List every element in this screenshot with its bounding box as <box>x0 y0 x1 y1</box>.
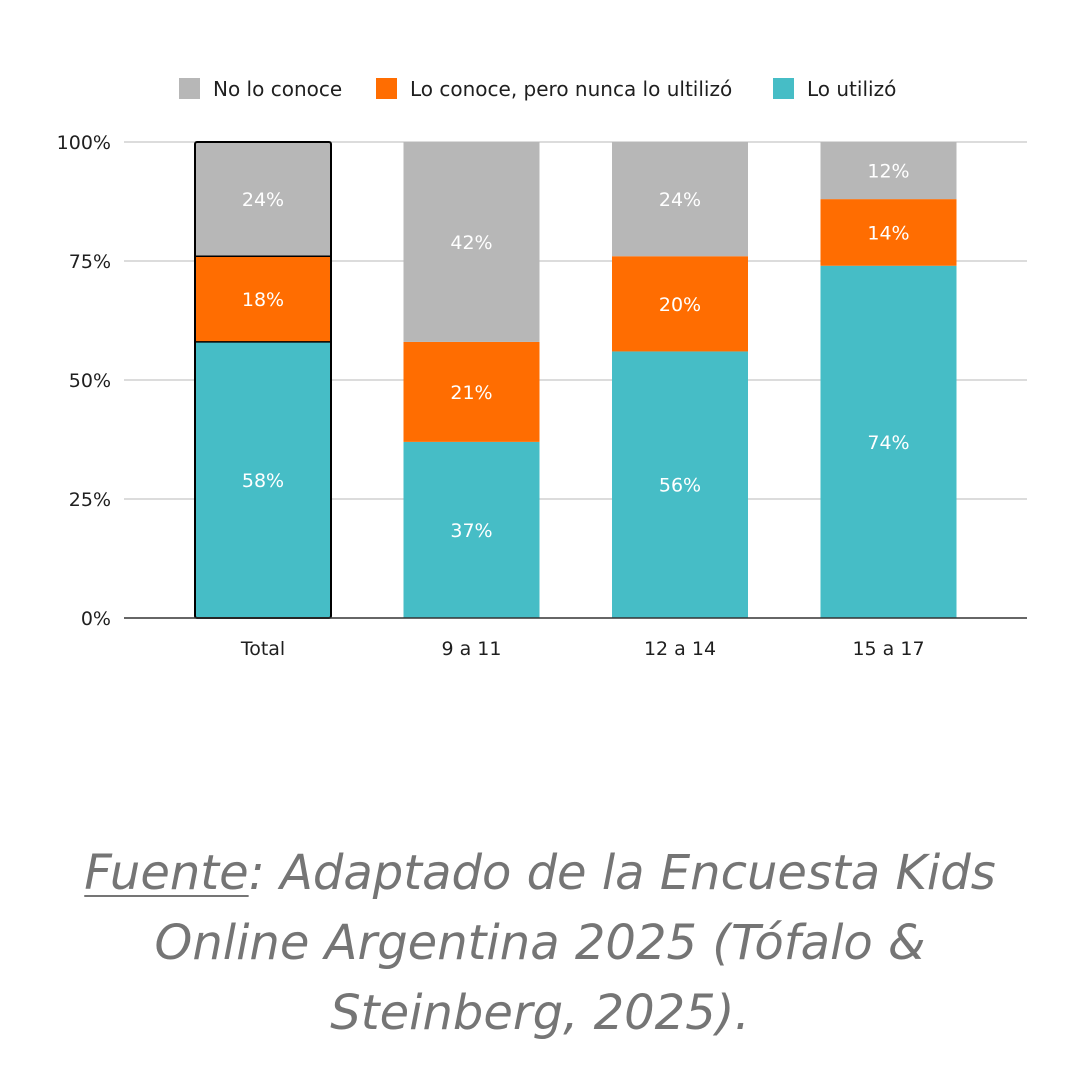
x-tick-label: Total <box>240 638 285 660</box>
source-caption: Fuente: Adaptado de la Encuesta Kids Onl… <box>60 838 1020 1048</box>
stacked-bar-chart: 58% 18% 24% 37% 21% 42% 56% 20% 24% 74% 14% 12% 0% 2… <box>57 77 1027 660</box>
source-label: Fuente <box>84 845 249 901</box>
legend-item-no-lo-conoce: No lo conoce <box>179 77 342 101</box>
bar-lo-utilizo-9-a-11 <box>403 441 540 618</box>
bar-no-lo-conoce-9-a-11 <box>403 142 540 342</box>
legend-item-lo-utilizo: Lo utilizó <box>773 77 896 101</box>
y-tick-label: 50% <box>69 370 111 392</box>
legend-item-lo-conoce-pero-nunca-lo-ultilizo: Lo conoce, pero nunca lo ultilizó <box>376 77 732 101</box>
data-label-lo-utilizo-9-a-11: 37% <box>450 520 492 542</box>
legend-label-no-lo-conoce: No lo conoce <box>213 77 342 101</box>
x-tick-label: 9 a 11 <box>442 638 502 660</box>
x-tick-label: 12 a 14 <box>644 638 716 660</box>
axes: 0% 25% 50% 75% 100% Total 9 a 11 12 a 14 15 a 17 <box>57 132 1027 660</box>
bar-lo-utilizo-total <box>195 341 331 618</box>
data-label-lo-utilizo-15-a-17: 74% <box>867 432 909 454</box>
bar-lo-conoce-pero-nunca-lo-ultilizo-15-a-17 <box>820 199 957 266</box>
data-label-no-lo-conoce-9-a-11: 42% <box>450 232 492 254</box>
data-label-lo-utilizo-12-a-14: 56% <box>659 475 701 497</box>
data-label-lo-conoce-pero-nunca-lo-ultilizo-9-a-11: 21% <box>450 382 492 404</box>
data-label-lo-conoce-pero-nunca-lo-ultilizo-15-a-17: 14% <box>867 222 909 244</box>
source-text: : Adaptado de la Encuesta Kids Online Ar… <box>154 845 996 1041</box>
bar-lo-conoce-pero-nunca-lo-ultilizo-total <box>195 256 331 342</box>
y-tick-label: 100% <box>57 132 111 154</box>
bar-no-lo-conoce-12-a-14 <box>612 142 748 257</box>
y-tick-label: 75% <box>69 251 111 273</box>
data-labels: 58% 18% 24% 37% 21% 42% 56% 20% 24% 74% 14% 12% <box>242 161 910 542</box>
legend-swatch-no-lo-conoce <box>179 78 200 99</box>
legend-swatch-lo-utilizo <box>773 78 794 99</box>
legend-label-lo-conoce-pero-nunca-lo-ultilizo: Lo conoce, pero nunca lo ultilizó <box>410 77 732 101</box>
bar-lo-conoce-pero-nunca-lo-ultilizo-9-a-11 <box>403 341 540 442</box>
legend-label-lo-utilizo: Lo utilizó <box>807 77 896 101</box>
data-label-lo-utilizo-total: 58% <box>242 470 284 492</box>
data-label-no-lo-conoce-12-a-14: 24% <box>659 189 701 211</box>
legend-swatch-lo-conoce-pero-nunca-lo-ultilizo <box>376 78 397 99</box>
bar-lo-conoce-pero-nunca-lo-ultilizo-12-a-14 <box>612 256 748 352</box>
data-label-lo-conoce-pero-nunca-lo-ultilizo-12-a-14: 20% <box>659 294 701 316</box>
y-tick-label: 25% <box>69 489 111 511</box>
data-label-lo-conoce-pero-nunca-lo-ultilizo-total: 18% <box>242 289 284 311</box>
legend: No lo conoce Lo conoce, pero nunca lo ult… <box>179 77 896 101</box>
bar-lo-utilizo-15-a-17 <box>820 265 957 618</box>
bar-no-lo-conoce-total <box>195 142 331 257</box>
data-label-no-lo-conoce-total: 24% <box>242 189 284 211</box>
bar-no-lo-conoce-15-a-17 <box>820 142 957 200</box>
x-tick-label: 15 a 17 <box>852 638 924 660</box>
bar-lo-utilizo-12-a-14 <box>612 351 748 618</box>
data-label-no-lo-conoce-15-a-17: 12% <box>867 161 909 183</box>
bars <box>194 141 957 619</box>
y-tick-label: 0% <box>81 608 111 630</box>
